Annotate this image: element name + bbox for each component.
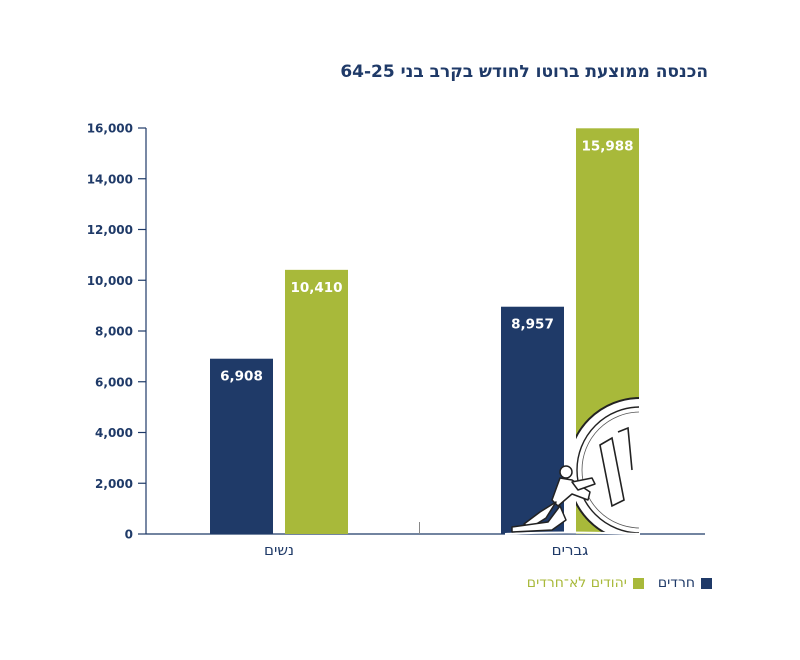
chart-title: הכנסה ממוצעת ברוטו לחודש בקרב בני 64-25 (340, 62, 708, 82)
y-tick-label: 2,000 (95, 477, 133, 491)
legend: חרדים יהודים לא־חרדים (527, 575, 712, 591)
y-tick-label: 16,000 (87, 122, 133, 136)
y-tick-label: 8,000 (95, 325, 133, 339)
bar-value-label: 10,410 (290, 280, 342, 296)
y-tick-label: 10,000 (87, 274, 133, 288)
legend-swatch-haredi (701, 577, 712, 589)
legend-label-haredi: חרדים (657, 575, 695, 591)
y-tick-label: 0 (125, 528, 133, 542)
x-category-label: גברים (552, 541, 589, 559)
legend-item-haredi: חרדים (658, 575, 712, 591)
legend-swatch-non-haredi (632, 577, 644, 589)
person-icon (511, 465, 596, 533)
chart-bars (210, 128, 639, 534)
y-tick-label: 12,000 (87, 223, 133, 237)
x-category-label: נשים (264, 541, 294, 559)
bar-value-label: 15,988 (581, 138, 633, 154)
y-tick-label: 14,000 (87, 172, 133, 186)
bar-haredi-0 (210, 358, 273, 534)
chart-labels: 6,908 10,410 נשים 8,957 15,988 גברים (220, 138, 633, 559)
person-pushing-coin-icon (504, 397, 641, 535)
legend-label-non-haredi: יהודים לא־חרדים (526, 575, 627, 591)
legend-item-non-haredi: יהודים לא־חרדים (527, 575, 644, 591)
coin-icon (576, 397, 639, 534)
y-tick-label: 4,000 (95, 426, 133, 440)
bar-value-label: 8,957 (511, 317, 554, 333)
y-tick-label: 6,000 (95, 375, 133, 389)
bar-non-haredi-0 (285, 269, 348, 534)
bar-value-label: 6,908 (220, 369, 263, 385)
